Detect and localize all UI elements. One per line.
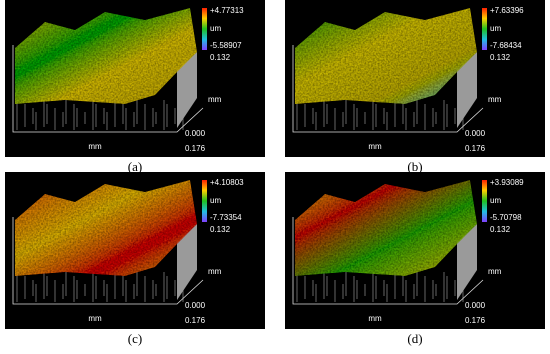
y-axis-label: mm — [488, 267, 502, 276]
z-range: 0.132 — [210, 53, 231, 62]
min-value: -7.73354 — [210, 213, 242, 222]
unit-label: um — [210, 196, 221, 205]
x-axis-label: mm — [368, 142, 382, 151]
x-axis-label: mm — [368, 314, 382, 323]
axes — [292, 45, 484, 133]
x-axis-label: mm — [88, 314, 102, 323]
color-bar — [482, 180, 487, 222]
panel: +4.10803 um -7.73354 0.132 mm 0.000 mm 0.176 (c) — [5, 172, 265, 346]
origin-label: 0.000 — [185, 129, 206, 138]
axes — [292, 217, 484, 305]
side-face — [177, 224, 197, 300]
unit-label: um — [490, 24, 501, 33]
axes — [12, 217, 204, 305]
surface — [15, 8, 197, 104]
max-value: +4.10803 — [210, 178, 244, 187]
unit-label: um — [490, 196, 501, 205]
caption: (b) — [407, 159, 422, 174]
x-end-label: 0.176 — [465, 144, 486, 153]
panel: +3.93089 um -5.70798 0.132 mm 0.000 mm 0.176 (d) — [285, 172, 545, 346]
y-axis-label: mm — [488, 95, 502, 104]
side-face — [177, 52, 197, 128]
x-end-label: 0.176 — [465, 316, 486, 325]
surface — [15, 180, 197, 276]
caption: (a) — [128, 159, 142, 174]
surface — [295, 8, 477, 104]
color-bar — [202, 8, 207, 50]
caption: (d) — [407, 331, 422, 346]
x-end-label: 0.176 — [185, 316, 206, 325]
origin-label: 0.000 — [465, 129, 486, 138]
z-range: 0.132 — [490, 225, 511, 234]
side-face — [457, 52, 477, 128]
origin-label: 0.000 — [185, 301, 206, 310]
axes — [12, 45, 204, 133]
max-value: +3.93089 — [490, 178, 524, 187]
surface — [295, 180, 477, 276]
caption: (c) — [128, 331, 142, 346]
color-bar — [202, 180, 207, 222]
max-value: +7.63396 — [490, 6, 524, 15]
unit-label: um — [210, 24, 221, 33]
max-value: +4.77313 — [210, 6, 244, 15]
min-value: -5.58907 — [210, 41, 242, 50]
min-value: -7.68434 — [490, 41, 522, 50]
side-face — [457, 224, 477, 300]
x-end-label: 0.176 — [185, 144, 206, 153]
color-bar — [482, 8, 487, 50]
z-range: 0.132 — [210, 225, 231, 234]
y-axis-label: mm — [208, 95, 222, 104]
origin-label: 0.000 — [465, 301, 486, 310]
y-axis-label: mm — [208, 267, 222, 276]
x-axis-label: mm — [88, 142, 102, 151]
min-value: -5.70798 — [490, 213, 522, 222]
panel: +4.77313 um -5.58907 0.132 mm 0.000 mm 0.176 (a) — [5, 0, 265, 174]
panel: +7.63396 um -7.68434 0.132 mm 0.000 mm 0.176 (b) — [285, 0, 545, 174]
z-range: 0.132 — [490, 53, 511, 62]
